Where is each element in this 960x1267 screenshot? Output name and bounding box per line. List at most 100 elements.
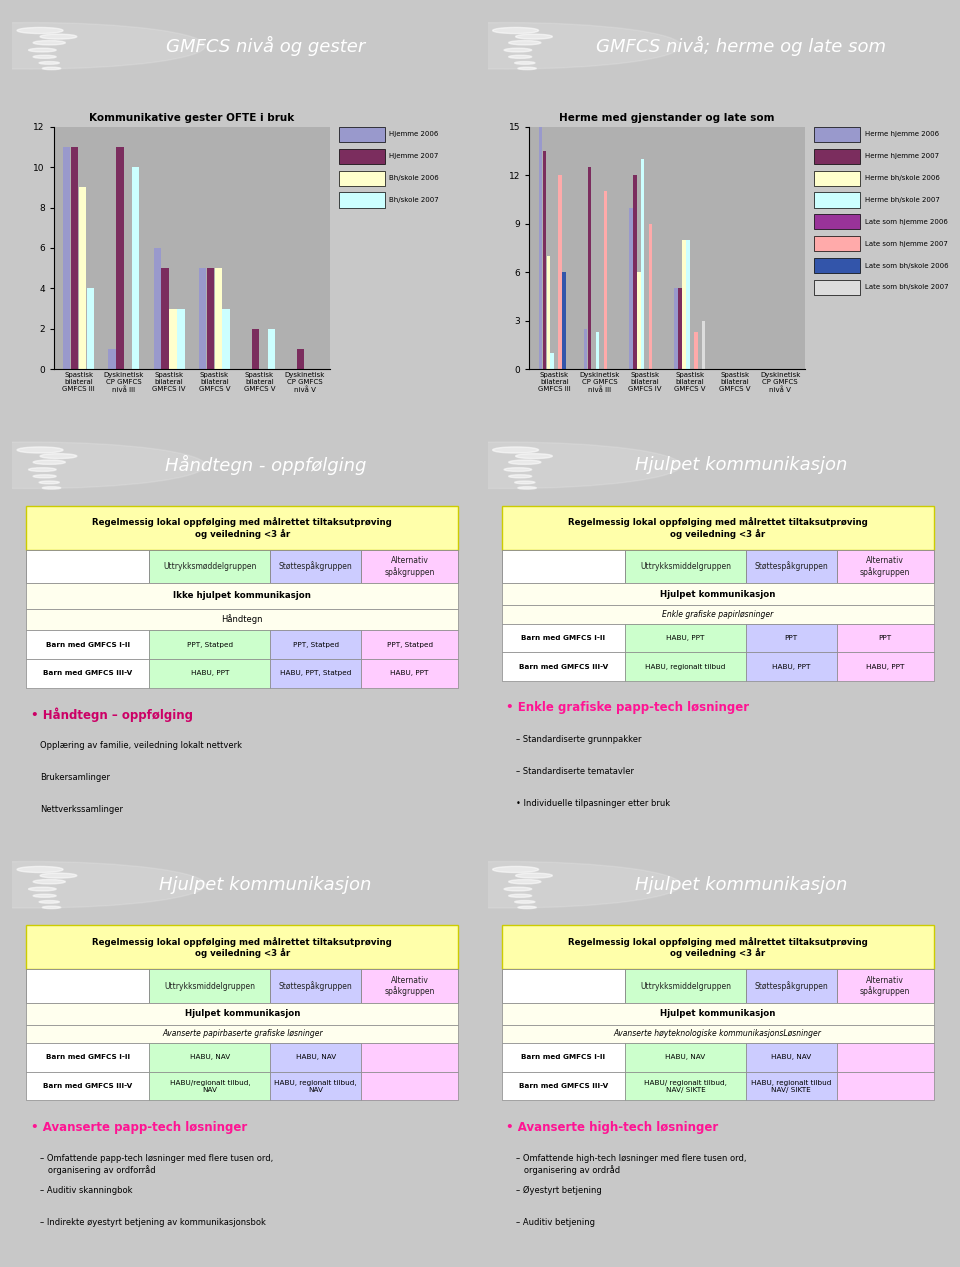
Text: Late som bh/skole 2007: Late som bh/skole 2007 — [865, 285, 948, 290]
Text: GMFCS nivå; herme og late som: GMFCS nivå; herme og late som — [596, 35, 886, 56]
Text: Barn med GMFCS I-II: Barn med GMFCS I-II — [521, 1054, 606, 1060]
Bar — [361, 1043, 458, 1072]
Text: HABU, PPT: HABU, PPT — [866, 664, 904, 669]
Circle shape — [332, 23, 681, 68]
Text: HABU, PPT: HABU, PPT — [666, 635, 705, 641]
Text: Støttespåkgruppen: Støttespåkgruppen — [755, 981, 828, 991]
Text: HABU, PPT, Statped: HABU, PPT, Statped — [280, 670, 351, 677]
Circle shape — [40, 34, 77, 39]
Bar — [339, 193, 385, 208]
Circle shape — [504, 468, 532, 471]
Text: Støttespåkgruppen: Støttespåkgruppen — [278, 981, 352, 991]
Text: Alternativ
spåkgruppen: Alternativ spåkgruppen — [384, 976, 435, 996]
Bar — [814, 148, 860, 163]
Text: Barn med GMFCS III-V: Barn med GMFCS III-V — [518, 664, 608, 669]
Bar — [625, 653, 746, 680]
Bar — [361, 550, 458, 583]
Text: HABU, PPT: HABU, PPT — [772, 664, 810, 669]
Text: Hjemme 2006: Hjemme 2006 — [389, 132, 439, 137]
Circle shape — [39, 901, 60, 903]
Text: Barn med GMFCS I-II: Barn med GMFCS I-II — [46, 1054, 130, 1060]
Circle shape — [516, 34, 552, 39]
Text: Håndtegn: Håndtegn — [222, 614, 263, 625]
Bar — [26, 506, 458, 550]
Circle shape — [17, 867, 63, 873]
Bar — [26, 925, 458, 969]
Text: • Håndtegn – oppfølging: • Håndtegn – oppfølging — [31, 708, 193, 722]
Text: – Øyestyrt betjening: – Øyestyrt betjening — [516, 1186, 601, 1195]
Bar — [814, 214, 860, 229]
Text: Herme bh/skole 2007: Herme bh/skole 2007 — [865, 198, 940, 203]
Text: HABU, regionalt tilbud: HABU, regionalt tilbud — [645, 664, 726, 669]
Text: PPT, Statped: PPT, Statped — [187, 642, 233, 647]
Bar — [836, 1043, 934, 1072]
Circle shape — [517, 906, 537, 908]
Text: – Omfattende high-tech løsninger med flere tusen ord,
   organisering av ordråd: – Omfattende high-tech løsninger med fle… — [516, 1154, 746, 1175]
Bar — [26, 1025, 458, 1043]
Bar — [746, 623, 836, 653]
Bar — [625, 550, 746, 583]
Circle shape — [40, 454, 77, 459]
Bar — [271, 969, 361, 1002]
Circle shape — [42, 487, 60, 489]
Bar — [502, 1025, 934, 1043]
Circle shape — [504, 48, 532, 52]
Bar — [361, 969, 458, 1002]
Text: Alternativ
spåkgruppen: Alternativ spåkgruppen — [860, 556, 910, 576]
Circle shape — [39, 481, 60, 484]
Text: GMFCS nivå og gester: GMFCS nivå og gester — [165, 35, 365, 56]
Text: Hjulpet kommunikasjon: Hjulpet kommunikasjon — [635, 456, 847, 474]
Bar — [502, 506, 934, 550]
Circle shape — [29, 48, 56, 52]
Text: Hjulpet kommunikasjon: Hjulpet kommunikasjon — [660, 589, 776, 599]
Bar — [361, 631, 458, 659]
Text: Regelmessig lokal oppfølging med målrettet tiltaksutprøving
og veiledning <3 år: Regelmessig lokal oppfølging med målrett… — [92, 936, 392, 958]
Bar — [271, 550, 361, 583]
Bar — [814, 280, 860, 295]
Text: – Standardiserte grunnpakker: – Standardiserte grunnpakker — [516, 735, 641, 744]
Circle shape — [39, 62, 60, 65]
Bar — [150, 631, 271, 659]
Circle shape — [29, 468, 56, 471]
Text: Uttrykksmøddelgruppen: Uttrykksmøddelgruppen — [163, 563, 256, 571]
Bar — [502, 623, 625, 653]
Bar — [150, 969, 271, 1002]
Bar — [502, 583, 934, 606]
Text: Ikke hjulpet kommunikasjon: Ikke hjulpet kommunikasjon — [174, 592, 311, 601]
Circle shape — [332, 442, 681, 489]
Bar — [502, 653, 625, 680]
Bar — [150, 1072, 271, 1101]
Text: • Individuelle tilpasninger etter bruk: • Individuelle tilpasninger etter bruk — [516, 798, 670, 807]
Text: Regelmessig lokal oppfølging med målrettet tiltaksutprøving
og veiledning <3 år: Regelmessig lokal oppfølging med målrett… — [92, 517, 392, 538]
Bar — [26, 631, 150, 659]
Bar — [502, 1072, 625, 1101]
Text: PPT, Statped: PPT, Statped — [293, 642, 339, 647]
Text: Barn med GMFCS I-II: Barn med GMFCS I-II — [46, 642, 130, 647]
Text: Opplæring av familie, veiledning lokalt nettverk: Opplæring av familie, veiledning lokalt … — [40, 741, 242, 750]
Circle shape — [515, 901, 535, 903]
Text: Barn med GMFCS III-V: Barn med GMFCS III-V — [43, 1083, 132, 1090]
Text: – Indirekte øyestyrt betjening av kommunikasjonsbok: – Indirekte øyestyrt betjening av kommun… — [40, 1218, 266, 1228]
Bar — [746, 1072, 836, 1101]
Text: Avanserte papirbaserte grafiske løsninger: Avanserte papirbaserte grafiske løsninge… — [162, 1030, 323, 1039]
Bar — [836, 550, 934, 583]
Circle shape — [515, 62, 535, 65]
Text: Herme bh/skole 2006: Herme bh/skole 2006 — [865, 175, 940, 181]
Text: Hjulpet kommunikasjon: Hjulpet kommunikasjon — [635, 875, 847, 893]
Text: Late som hjemme 2007: Late som hjemme 2007 — [865, 241, 948, 247]
Text: • Enkle grafiske papp-tech løsninger: • Enkle grafiske papp-tech løsninger — [507, 701, 750, 715]
Circle shape — [516, 454, 552, 459]
Bar — [26, 1072, 150, 1101]
Bar — [26, 1002, 458, 1025]
Text: Brukersamlinger: Brukersamlinger — [40, 773, 110, 783]
Circle shape — [0, 862, 205, 908]
Circle shape — [504, 887, 532, 891]
Bar — [625, 623, 746, 653]
Text: HABU/regionalt tilbud,
NAV: HABU/regionalt tilbud, NAV — [170, 1079, 251, 1092]
Circle shape — [515, 481, 535, 484]
Circle shape — [17, 28, 63, 33]
Circle shape — [517, 487, 537, 489]
Text: Alternativ
spåkgruppen: Alternativ spåkgruppen — [384, 556, 435, 576]
Circle shape — [509, 895, 532, 897]
Text: Avanserte høyteknologiske kommunikasjonsLøsninger: Avanserte høyteknologiske kommunikasjons… — [613, 1030, 822, 1039]
